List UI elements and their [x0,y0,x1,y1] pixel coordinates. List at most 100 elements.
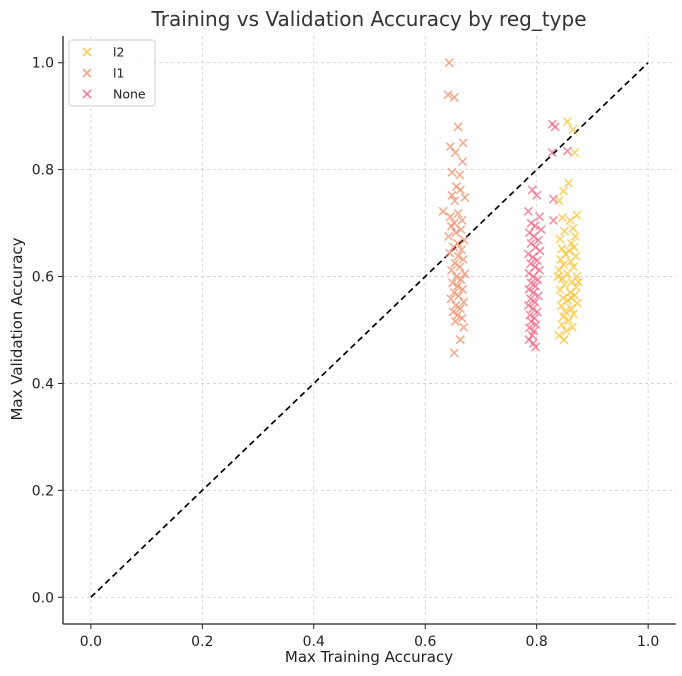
data-point [446,294,456,304]
data-point [533,235,543,245]
legend-marker-l2 [82,47,92,57]
data-point [451,271,462,282]
data-point [449,348,459,358]
data-point [452,281,463,291]
data-point [525,259,536,269]
data-point [566,293,576,303]
data-point [532,190,542,200]
data-point [557,320,567,330]
data-point [564,315,574,325]
data-point [449,92,459,103]
data-point [557,244,567,254]
data-point [561,326,571,336]
data-point [530,297,540,307]
data-point [444,58,454,68]
data-point [457,157,468,167]
x-tick-label: 0.6 [414,634,436,650]
grid-lines [63,36,676,624]
data-point [554,196,564,206]
x-tick-label: 0.2 [191,634,213,650]
x-tick-label: 0.8 [526,634,548,650]
data-point [559,335,569,345]
x-tick-label: 0.4 [303,634,325,650]
series-l2 [553,116,584,345]
data-point [559,226,570,236]
data-point [438,206,448,216]
data-point [454,291,464,301]
legend-marker-l1 [82,68,92,78]
data-point [570,231,580,242]
data-point [562,146,572,156]
legend: l2 l1 None [68,39,156,107]
series-none [523,119,572,352]
y-tick-label: 0.6 [32,270,54,286]
data-point [455,170,465,180]
data-point [560,306,570,316]
legend-label-none: None [113,87,146,102]
legend-label-l1: l1 [113,66,124,81]
data-point [548,194,558,204]
data-point [555,285,565,295]
data-point [457,284,468,294]
data-point [531,281,541,291]
data-point [536,224,546,235]
data-point [451,300,461,310]
data-point [453,251,463,261]
data-point [563,178,574,188]
x-tick-label: 0.0 [80,634,102,650]
data-point [460,269,470,279]
y-tick-label: 0.0 [32,590,54,606]
data-point [447,190,457,200]
data-point [459,297,469,307]
data-point [547,147,557,158]
data-point [531,320,541,330]
data-point [457,313,467,323]
data-point [531,342,541,352]
y-tick-label: 0.2 [32,483,54,499]
data-point [450,316,460,327]
data-point [449,242,459,252]
data-point [450,196,460,206]
data-point [526,218,536,228]
data-point [557,213,567,223]
data-point [562,116,572,127]
data-point [532,255,542,266]
data-point [444,231,454,242]
data-point [566,304,576,314]
x-axis-title: Max Training Accuracy [285,648,453,666]
data-point [534,212,545,222]
data-point [448,307,458,317]
legend-marker-none [82,89,92,99]
data-point [460,192,470,202]
data-point [548,215,558,225]
data-point [523,249,533,259]
data-point [445,248,455,258]
data-point [526,316,536,327]
y-tick-label: 0.8 [32,163,54,179]
data-point [453,122,463,132]
data-point [450,147,460,158]
data-point [528,271,538,282]
data-point [524,323,535,333]
data-point [556,301,566,311]
data-point [524,268,534,278]
data-point [455,185,465,195]
data-point [525,294,536,304]
data-point [550,122,560,132]
data-point [458,138,468,148]
data-point [568,223,578,234]
series-l1 [438,58,470,358]
data-point [459,235,469,245]
data-point [557,274,567,284]
data-point [532,307,542,317]
data-point [528,252,538,262]
y-axis-title: Max Validation Accuracy [8,237,26,420]
data-point [568,309,579,319]
data-point [569,242,579,252]
diagonal-reference-line [90,62,649,598]
data-point [456,275,466,285]
data-point [450,258,460,268]
data-point [459,322,469,332]
data-point [567,322,577,332]
y-tick-label: 1.0 [32,56,54,72]
